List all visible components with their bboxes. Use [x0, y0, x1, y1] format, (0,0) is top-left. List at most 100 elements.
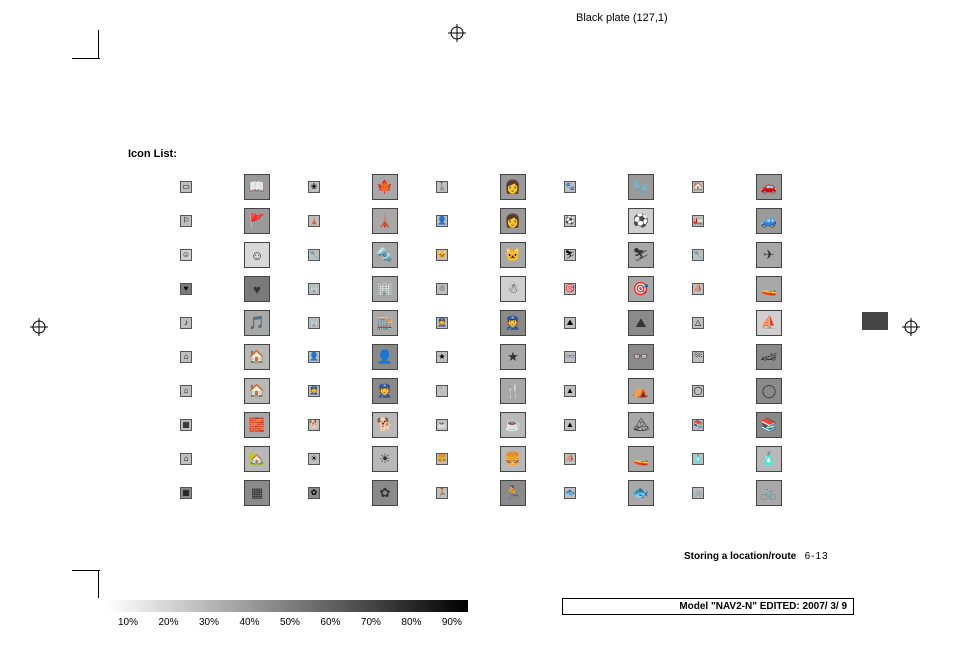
footer-page-number: 6-13 — [805, 551, 829, 562]
page-root: Black plate (127,1) Icon List: ▭📖❀🍁🚶👩🐾🧤🏠… — [0, 0, 954, 660]
map-icon-small: ▲ — [564, 385, 576, 397]
icon-cell: 🧴 — [692, 446, 756, 472]
map-icon-large: 🏎 — [756, 344, 782, 370]
map-icon-small: 🔧 — [308, 249, 320, 261]
map-icon-small: ♥ — [180, 283, 192, 295]
map-icon-large: 🍴 — [500, 378, 526, 404]
map-icon-small: ⚽ — [564, 215, 576, 227]
icon-cell: ✿ — [308, 480, 372, 506]
map-icon-small: ☕ — [436, 419, 448, 431]
map-icon-large: ☀ — [372, 446, 398, 472]
crop-mark-bl-h — [72, 570, 100, 571]
map-icon-large: 🚤 — [756, 276, 782, 302]
icon-cell: 🏠 — [244, 378, 308, 404]
icon-cell: ⛰ — [564, 310, 628, 336]
icon-cell: ★ — [500, 344, 564, 370]
map-icon-large: 👩 — [500, 208, 526, 234]
map-icon-large: 👩 — [500, 174, 526, 200]
percent-label: 90% — [442, 617, 462, 628]
map-icon-small: ☀ — [308, 453, 320, 465]
plate-label: Black plate (127,1) — [576, 12, 668, 24]
icon-cell: 🏃 — [436, 480, 500, 506]
map-icon-large: 🚲 — [756, 480, 782, 506]
icon-cell: 👩 — [500, 208, 564, 234]
icon-cell: 🏢 — [372, 276, 436, 302]
icon-cell: ▦ — [244, 480, 308, 506]
icon-cell: ☃ — [436, 276, 500, 302]
map-icon-large: 🗼 — [372, 208, 398, 234]
icon-cell: 🏔 — [628, 412, 692, 438]
map-icon-large: ▦ — [244, 480, 270, 506]
icon-cell: 🧴 — [756, 446, 820, 472]
icon-cell: 🚲 — [692, 480, 756, 506]
map-icon-large: 🏠 — [244, 344, 270, 370]
map-icon-large: 🧴 — [756, 446, 782, 472]
map-icon-large: ⛺ — [628, 378, 654, 404]
map-icon-small: 🐱 — [436, 249, 448, 261]
map-icon-small: △ — [692, 317, 704, 329]
icon-cell: 🏠 — [244, 344, 308, 370]
map-icon-small: 👮 — [436, 317, 448, 329]
icon-cell: ♪ — [180, 310, 244, 336]
map-icon-small: ♪ — [180, 317, 192, 329]
map-icon-small: ❀ — [308, 181, 320, 193]
footer-section-title: Storing a location/route — [684, 551, 796, 562]
icon-cell: ⌂ — [180, 378, 244, 404]
icon-cell: ⛵ — [692, 276, 756, 302]
icon-cell: ⛷ — [628, 242, 692, 268]
icon-cell: ◯ — [756, 378, 820, 404]
percent-label: 60% — [320, 617, 340, 628]
icon-cell: ☃ — [500, 276, 564, 302]
percent-label: 30% — [199, 617, 219, 628]
map-icon-small: 🏢 — [308, 317, 320, 329]
map-icon-large: 🏠 — [244, 378, 270, 404]
icon-cell: 🎵 — [244, 310, 308, 336]
map-icon-small: ▦ — [180, 419, 192, 431]
icon-cell: ⛷ — [564, 242, 628, 268]
icon-cell: 🚛 — [692, 208, 756, 234]
icon-cell: 🍁 — [372, 174, 436, 200]
map-icon-large: 🎵 — [244, 310, 270, 336]
icon-cell: ♥ — [180, 276, 244, 302]
icon-cell: 👓 — [564, 344, 628, 370]
icon-cell: ★ — [436, 344, 500, 370]
map-icon-large: 🐕 — [372, 412, 398, 438]
map-icon-large: 🚤 — [628, 446, 654, 472]
map-icon-large: 🎯 — [628, 276, 654, 302]
map-icon-small: ▭ — [180, 181, 192, 193]
map-icon-large: ✿ — [372, 480, 398, 506]
registration-mark-right — [902, 318, 920, 336]
icon-cell: 👤 — [308, 344, 372, 370]
map-icon-large: 🚗 — [756, 174, 782, 200]
percent-row: 10%20%30%40%50%60%70%80%90% — [118, 617, 462, 628]
icon-cell: 🚲 — [756, 480, 820, 506]
map-icon-small: ⛵ — [692, 283, 704, 295]
map-icon-small: ⌂ — [180, 351, 192, 363]
map-icon-large: ⛷ — [628, 242, 654, 268]
icon-cell: ⛵ — [756, 310, 820, 336]
map-icon-small: 🍔 — [436, 453, 448, 465]
map-icon-small: 🚛 — [692, 215, 704, 227]
icon-cell: 🗼 — [308, 208, 372, 234]
map-icon-large: ★ — [500, 344, 526, 370]
map-icon-small: ★ — [436, 351, 448, 363]
map-icon-large: 🧱 — [244, 412, 270, 438]
icon-cell: 🐱 — [500, 242, 564, 268]
icon-cell: 🚙 — [756, 208, 820, 234]
map-icon-small: ▲ — [564, 419, 576, 431]
map-icon-large: 🏢 — [372, 276, 398, 302]
map-icon-large: 👮 — [500, 310, 526, 336]
icon-cell: ▲ — [564, 412, 628, 438]
map-icon-large: ☕ — [500, 412, 526, 438]
icon-cell: 🎯 — [564, 276, 628, 302]
map-icon-small: ☃ — [436, 283, 448, 295]
icon-cell: ☀ — [372, 446, 436, 472]
icon-cell: 🍔 — [500, 446, 564, 472]
map-icon-small: 🚶 — [436, 181, 448, 193]
percent-label: 20% — [158, 617, 178, 628]
map-icon-small: 👤 — [436, 215, 448, 227]
map-icon-large: 🏃 — [500, 480, 526, 506]
map-icon-small: ⚐ — [180, 215, 192, 227]
map-icon-large: ✈ — [756, 242, 782, 268]
map-icon-small: 🏃 — [436, 487, 448, 499]
